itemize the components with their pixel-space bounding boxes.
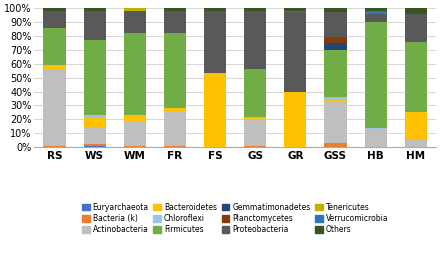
Bar: [365, 129, 387, 147]
Bar: [124, 11, 146, 33]
Bar: [84, 11, 106, 40]
Bar: [405, 41, 427, 112]
Bar: [324, 143, 347, 147]
Bar: [365, 22, 387, 128]
Bar: [44, 28, 66, 65]
Bar: [84, 8, 106, 11]
Bar: [244, 146, 266, 147]
Bar: [44, 65, 66, 69]
Bar: [44, 146, 66, 147]
Bar: [84, 115, 106, 118]
Bar: [324, 12, 347, 37]
Bar: [284, 11, 306, 12]
Bar: [44, 11, 66, 28]
Bar: [324, 97, 347, 98]
Bar: [84, 128, 106, 144]
Bar: [365, 14, 387, 22]
Bar: [204, 8, 226, 11]
Bar: [84, 144, 106, 146]
Bar: [124, 146, 146, 147]
Bar: [84, 118, 106, 128]
Bar: [365, 8, 387, 11]
Bar: [324, 37, 347, 43]
Bar: [284, 92, 306, 147]
Bar: [244, 8, 266, 11]
Bar: [365, 11, 387, 14]
Bar: [164, 11, 186, 33]
Bar: [244, 69, 266, 117]
Bar: [44, 8, 66, 11]
Bar: [164, 33, 186, 108]
Bar: [324, 101, 347, 143]
Bar: [44, 69, 66, 146]
Bar: [124, 115, 146, 121]
Bar: [324, 50, 347, 97]
Bar: [324, 98, 347, 101]
Bar: [405, 8, 427, 14]
Bar: [324, 8, 347, 12]
Bar: [124, 121, 146, 146]
Bar: [365, 128, 387, 129]
Bar: [405, 112, 427, 140]
Bar: [405, 140, 427, 147]
Bar: [84, 40, 106, 115]
Bar: [324, 43, 347, 50]
Bar: [124, 33, 146, 115]
Bar: [204, 11, 226, 73]
Bar: [164, 108, 186, 111]
Bar: [284, 12, 306, 92]
Bar: [284, 8, 306, 11]
Bar: [244, 118, 266, 119]
Legend: Euryarchaeota, Bacteria (k), Actinobacteria, Bacteroidetes, Chloroflexi, Firmicu: Euryarchaeota, Bacteria (k), Actinobacte…: [79, 200, 392, 237]
Bar: [84, 146, 106, 147]
Bar: [164, 8, 186, 11]
Bar: [244, 119, 266, 146]
Bar: [204, 73, 226, 147]
Bar: [244, 11, 266, 69]
Bar: [405, 14, 427, 41]
Bar: [244, 117, 266, 118]
Bar: [164, 146, 186, 147]
Bar: [164, 111, 186, 146]
Bar: [124, 8, 146, 11]
